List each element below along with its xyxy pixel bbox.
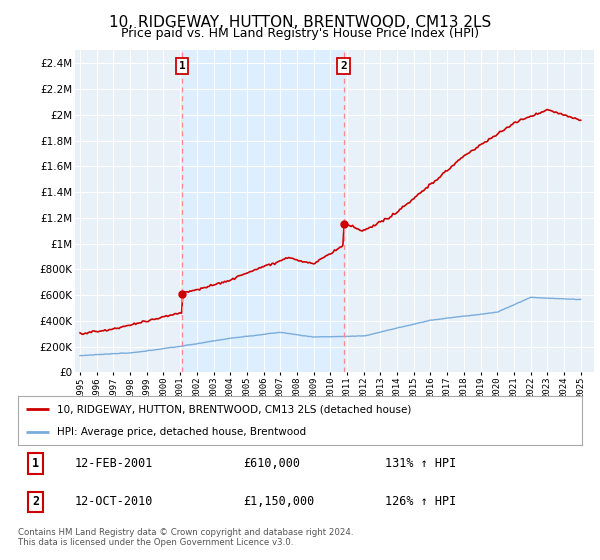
Text: 12-OCT-2010: 12-OCT-2010 <box>74 496 153 508</box>
Text: 2: 2 <box>32 496 39 508</box>
Text: £1,150,000: £1,150,000 <box>244 496 315 508</box>
Text: 131% ↑ HPI: 131% ↑ HPI <box>385 457 456 470</box>
Text: 12-FEB-2001: 12-FEB-2001 <box>74 457 153 470</box>
Text: HPI: Average price, detached house, Brentwood: HPI: Average price, detached house, Bren… <box>58 427 307 437</box>
Text: Price paid vs. HM Land Registry's House Price Index (HPI): Price paid vs. HM Land Registry's House … <box>121 27 479 40</box>
Text: 1: 1 <box>32 457 39 470</box>
Text: Contains HM Land Registry data © Crown copyright and database right 2024.
This d: Contains HM Land Registry data © Crown c… <box>18 528 353 547</box>
Text: £610,000: £610,000 <box>244 457 301 470</box>
Text: 10, RIDGEWAY, HUTTON, BRENTWOOD, CM13 2LS (detached house): 10, RIDGEWAY, HUTTON, BRENTWOOD, CM13 2L… <box>58 404 412 414</box>
Text: 2: 2 <box>340 61 347 71</box>
Text: 1: 1 <box>179 61 185 71</box>
Text: 10, RIDGEWAY, HUTTON, BRENTWOOD, CM13 2LS: 10, RIDGEWAY, HUTTON, BRENTWOOD, CM13 2L… <box>109 15 491 30</box>
Text: 126% ↑ HPI: 126% ↑ HPI <box>385 496 456 508</box>
Bar <box>182 50 344 372</box>
